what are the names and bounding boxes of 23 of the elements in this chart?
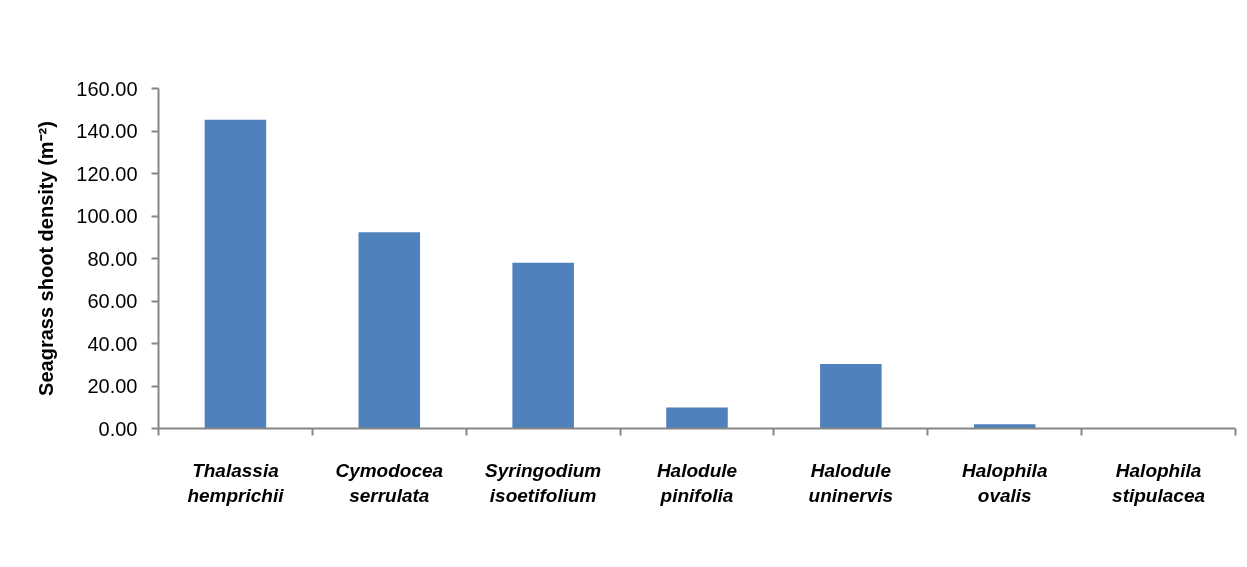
y-tick-label: 20.00 — [87, 375, 138, 397]
x-tick-label: Halophila ovalis — [961, 459, 1048, 506]
y-tick-label: 40.00 — [87, 332, 138, 355]
bar — [973, 424, 1036, 429]
y-tick-label: 60.00 — [87, 290, 138, 312]
bar — [204, 119, 267, 429]
x-tick-label: Halodule pinifolia — [656, 459, 738, 506]
y-tick-label: 120.00 — [76, 162, 138, 185]
y-axis-title: Seagrass shoot density (m⁻²) — [35, 121, 58, 396]
x-tick-label: Syringodium isoetifolium — [485, 459, 602, 506]
y-tick-label: 80.00 — [87, 247, 138, 270]
bar — [358, 232, 421, 429]
bar — [512, 262, 574, 429]
x-tick-label: Thalassia hemprichii — [187, 459, 285, 506]
bar — [820, 364, 882, 429]
x-tick-label: Cymodocea serrulata — [335, 459, 444, 506]
y-tick-label: 100.00 — [76, 205, 138, 227]
x-tick-label: Halodule uninervis — [808, 459, 894, 506]
y-tick-label: 160.00 — [76, 77, 138, 100]
bar — [666, 407, 728, 429]
y-tick-label: 0.00 — [98, 417, 138, 440]
x-tick-label: Halophila stipulacea — [1112, 459, 1206, 506]
y-tick-label: 140.00 — [76, 120, 138, 142]
